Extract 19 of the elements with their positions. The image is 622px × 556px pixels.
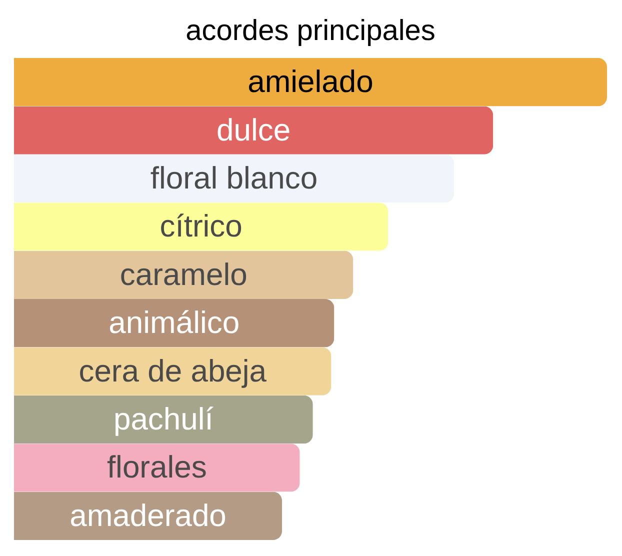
bar (14, 395, 313, 444)
bar (14, 299, 334, 348)
chart-title: acordes principales (186, 15, 436, 47)
bar (14, 250, 354, 299)
y-tick-label: amaderado (70, 498, 226, 533)
y-tick-label: caramelo (120, 256, 248, 292)
y-tick-label: cítrico (160, 208, 242, 244)
bar (14, 202, 388, 251)
bar (14, 106, 494, 154)
bar (14, 154, 454, 203)
y-tick-label: floral blanco (150, 160, 318, 196)
y-tick-label: pachulí (113, 402, 214, 436)
y-tick-label: florales (106, 450, 207, 485)
bar (14, 58, 607, 106)
bar (14, 444, 300, 492)
y-tick-label: animálico (108, 305, 240, 340)
y-tick-label: cera de abeja (78, 353, 268, 388)
y-tick-label: dulce (216, 112, 291, 148)
y-tick-label: amielado (248, 64, 374, 100)
